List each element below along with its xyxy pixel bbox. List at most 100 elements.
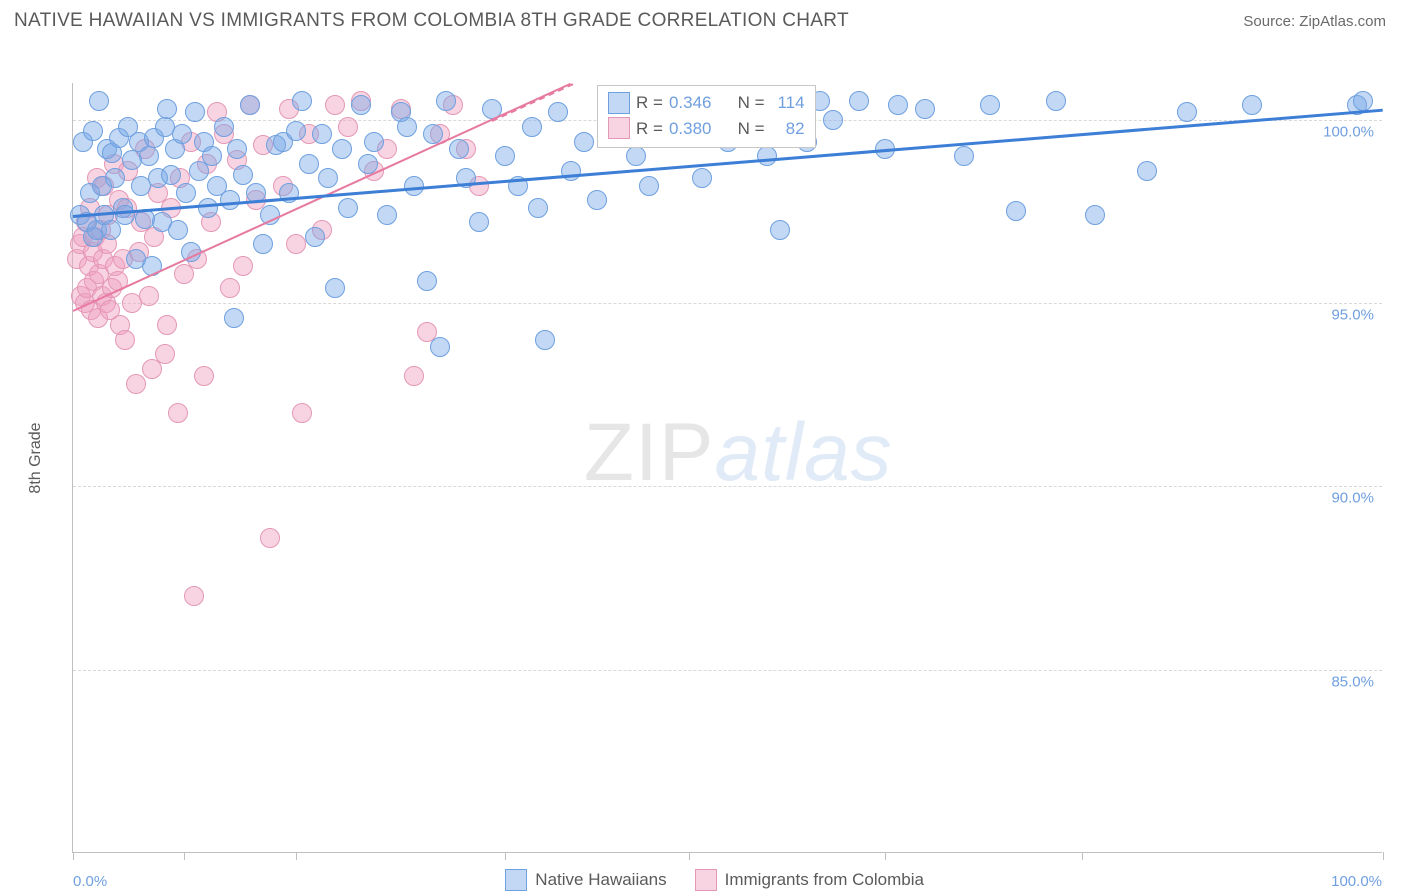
scatter-point-blue	[312, 124, 332, 144]
scatter-point-pink	[157, 315, 177, 335]
legend-n-label: N =	[738, 116, 765, 142]
scatter-point-blue	[574, 132, 594, 152]
scatter-point-blue	[220, 190, 240, 210]
scatter-point-blue	[692, 168, 712, 188]
x-tick-label-min: 0.0%	[73, 873, 107, 890]
x-tick	[505, 852, 506, 860]
scatter-point-blue	[332, 139, 352, 159]
y-axis-label: 8th Grade	[27, 422, 45, 493]
source-name: ZipAtlas.com	[1299, 13, 1386, 30]
scatter-point-blue	[1137, 161, 1157, 181]
scatter-point-blue	[430, 337, 450, 357]
gridline	[73, 486, 1382, 487]
scatter-point-blue	[849, 91, 869, 111]
legend-item-pink: Immigrants from Colombia	[695, 869, 924, 891]
legend-swatch	[505, 869, 527, 891]
scatter-point-blue	[185, 102, 205, 122]
gridline	[73, 670, 1382, 671]
scatter-point-blue	[757, 146, 777, 166]
x-tick	[689, 852, 690, 860]
scatter-point-pink	[260, 528, 280, 548]
scatter-point-pink	[338, 117, 358, 137]
scatter-point-blue	[535, 330, 555, 350]
scatter-point-blue	[224, 308, 244, 328]
scatter-point-blue	[954, 146, 974, 166]
gridline	[73, 303, 1382, 304]
scatter-point-blue	[1177, 102, 1197, 122]
scatter-point-pink	[286, 234, 306, 254]
scatter-point-pink	[325, 95, 345, 115]
legend-label: Native Hawaiians	[535, 870, 666, 890]
scatter-point-blue	[449, 139, 469, 159]
scatter-point-pink	[168, 403, 188, 423]
scatter-point-blue	[105, 168, 125, 188]
scatter-point-pink	[139, 286, 159, 306]
x-tick	[296, 852, 297, 860]
legend-r-label: R =	[636, 90, 663, 116]
scatter-point-blue	[89, 91, 109, 111]
scatter-point-blue	[980, 95, 1000, 115]
chart-container: 8th Grade 85.0%90.0%95.0%100.0%0.0%100.0…	[14, 38, 1386, 858]
chart-title: NATIVE HAWAIIAN VS IMMIGRANTS FROM COLOM…	[14, 10, 849, 32]
scatter-point-blue	[115, 205, 135, 225]
scatter-point-blue	[915, 99, 935, 119]
source-attribution: Source: ZipAtlas.com	[1243, 13, 1386, 30]
scatter-point-blue	[214, 117, 234, 137]
scatter-point-blue	[318, 168, 338, 188]
legend-n-value: 82	[771, 116, 805, 142]
scatter-point-blue	[364, 132, 384, 152]
scatter-point-blue	[377, 205, 397, 225]
scatter-point-blue	[528, 198, 548, 218]
scatter-point-blue	[83, 121, 103, 141]
y-tick-label: 95.0%	[1331, 307, 1374, 324]
scatter-point-blue	[286, 121, 306, 141]
x-tick	[1082, 852, 1083, 860]
y-tick-label: 100.0%	[1323, 123, 1374, 140]
scatter-point-pink	[220, 278, 240, 298]
scatter-point-pink	[115, 330, 135, 350]
scatter-point-blue	[292, 91, 312, 111]
scatter-point-pink	[194, 366, 214, 386]
scatter-point-blue	[404, 176, 424, 196]
scatter-point-blue	[172, 124, 192, 144]
legend-swatch	[608, 92, 630, 114]
x-tick	[184, 852, 185, 860]
scatter-point-blue	[338, 198, 358, 218]
legend-n-value: 114	[771, 90, 805, 116]
scatter-point-pink	[404, 366, 424, 386]
legend-r-value: 0.380	[669, 116, 712, 142]
y-tick-label: 90.0%	[1331, 490, 1374, 507]
scatter-point-blue	[639, 176, 659, 196]
legend-row: R =0.380 N =82	[608, 116, 805, 142]
legend-item-blue: Native Hawaiians	[505, 869, 666, 891]
correlation-legend: R =0.346 N =114R =0.380 N =82	[597, 85, 816, 148]
scatter-point-blue	[325, 278, 345, 298]
scatter-point-pink	[155, 344, 175, 364]
scatter-point-blue	[305, 227, 325, 247]
scatter-point-blue	[139, 146, 159, 166]
scatter-point-blue	[176, 183, 196, 203]
scatter-point-pink	[292, 403, 312, 423]
plot-area: 85.0%90.0%95.0%100.0%0.0%100.0%ZIPatlasR…	[72, 83, 1382, 853]
scatter-point-blue	[626, 146, 646, 166]
scatter-point-blue	[227, 139, 247, 159]
scatter-point-blue	[417, 271, 437, 291]
legend-n-label: N =	[738, 90, 765, 116]
scatter-point-blue	[168, 220, 188, 240]
scatter-point-blue	[469, 212, 489, 232]
scatter-point-pink	[126, 374, 146, 394]
scatter-point-blue	[888, 95, 908, 115]
scatter-point-blue	[1006, 201, 1026, 221]
source-prefix: Source:	[1243, 13, 1299, 30]
x-tick	[73, 852, 74, 860]
legend-r-value: 0.346	[669, 90, 712, 116]
scatter-point-blue	[548, 102, 568, 122]
scatter-point-blue	[161, 165, 181, 185]
scatter-point-blue	[299, 154, 319, 174]
scatter-point-blue	[157, 99, 177, 119]
scatter-point-blue	[522, 117, 542, 137]
scatter-point-blue	[587, 190, 607, 210]
scatter-point-blue	[202, 146, 222, 166]
legend-swatch	[695, 869, 717, 891]
scatter-point-blue	[351, 95, 371, 115]
